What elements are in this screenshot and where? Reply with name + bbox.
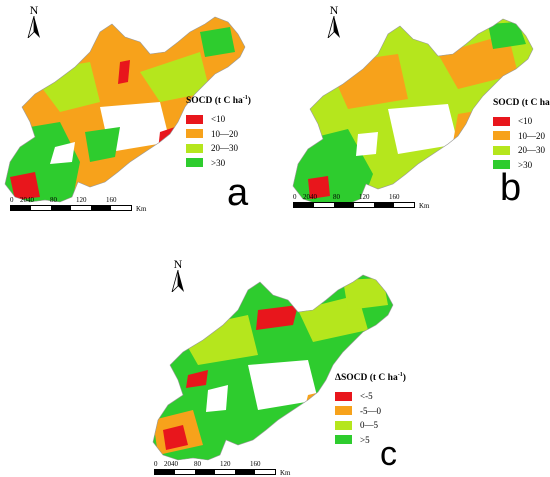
legend-item: 10—20: [186, 127, 251, 142]
north-arrow: N: [168, 258, 188, 297]
legend-swatch: [493, 145, 510, 155]
legend-swatch: [335, 406, 352, 416]
scale-bar-a: 0 20 40 80 120 160 Km: [10, 196, 147, 213]
north-label: N: [173, 257, 183, 271]
legend-swatch: [186, 158, 203, 168]
legend-item: 20—30: [186, 141, 251, 156]
scale-unit: Km: [136, 205, 147, 213]
north-arrow-icon: [27, 15, 40, 40]
north-label: N: [29, 3, 39, 17]
legend-title: SOCD (t C ha-1): [186, 95, 251, 107]
legend-item: >30: [186, 156, 251, 171]
panel-letter-c: c: [380, 435, 397, 473]
legend-item: <10: [186, 112, 251, 127]
legend-title: ΔSOCD (t C ha-1): [335, 372, 406, 384]
scale-unit: Km: [419, 202, 430, 210]
legend-item: <10: [493, 114, 550, 129]
north-arrow: N: [324, 4, 344, 43]
north-arrow: N: [24, 4, 44, 43]
panel-c: N ΔSOCD (t C ha-1) <-5 -5—0 0—5 >5 0 20 40…: [140, 240, 430, 477]
legend-c: ΔSOCD (t C ha-1) <-5 -5—0 0—5 >5: [335, 372, 406, 447]
north-label: N: [329, 3, 339, 17]
panel-b: N SOCD (t C ha-1) <10 10—20 20—30 >30 02…: [278, 0, 550, 235]
soc-map-a: [4, 16, 246, 203]
legend-item: 10—20: [493, 129, 550, 144]
legend-swatch: [186, 143, 203, 153]
legend-swatch: [335, 391, 352, 401]
legend-item: <-5: [335, 389, 406, 404]
legend-swatch: [493, 116, 510, 126]
legend-swatch: [493, 131, 510, 141]
legend-swatch: [335, 435, 352, 445]
legend-item: 0—5: [335, 418, 406, 433]
scale-bar-c: 0 20 40 80 120 160 Km: [154, 460, 291, 477]
legend-swatch: [186, 129, 203, 139]
panel-letter-b: b: [500, 167, 522, 209]
delta-soc-map-c: [152, 274, 394, 461]
scale-bar-b: 0 20 40 80 120 160 Km: [293, 193, 430, 210]
north-arrow-icon: [171, 269, 184, 294]
north-arrow-icon: [327, 15, 340, 40]
legend-a: SOCD (t C ha-1) <10 10—20 20—30 >30: [186, 95, 251, 170]
legend-title: SOCD (t C ha-1): [493, 97, 550, 109]
legend-item: >30: [493, 158, 550, 173]
scale-unit: Km: [280, 469, 291, 477]
legend-item: >5: [335, 433, 406, 448]
legend-swatch: [186, 114, 203, 124]
legend-swatch: [493, 160, 510, 170]
legend-item: -5—0: [335, 404, 406, 419]
legend-b: SOCD (t C ha-1) <10 10—20 20—30 >30: [493, 97, 550, 172]
legend-item: 20—30: [493, 143, 550, 158]
panel-letter-a: a: [227, 172, 249, 214]
soc-map-b: [292, 18, 534, 205]
legend-swatch: [335, 420, 352, 430]
